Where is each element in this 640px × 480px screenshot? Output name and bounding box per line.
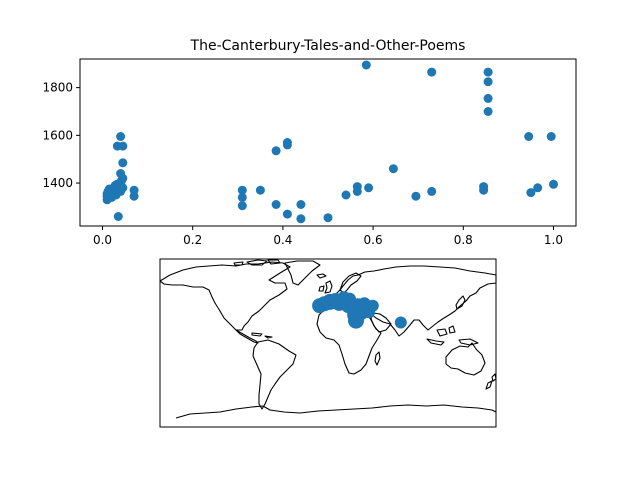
scatter-point-53 — [483, 107, 493, 116]
coastline-antarctica — [175, 404, 497, 419]
coastline-caribbean — [251, 332, 273, 339]
scatter-point-57 — [546, 132, 556, 141]
scatter-point-45 — [411, 191, 421, 201]
scatter-point-35 — [282, 209, 292, 219]
coastline-southeast-asia-islands — [426, 325, 479, 346]
scatter-point-30 — [255, 185, 265, 195]
coastline-madagascar — [374, 351, 381, 366]
scatter-point-27 — [237, 185, 247, 195]
scatter-point-56 — [533, 183, 543, 193]
scatter-point-39 — [341, 190, 351, 200]
scatter-point-41 — [352, 186, 362, 196]
scatter-point-24 — [118, 173, 128, 183]
scatter-point-22 — [118, 141, 128, 151]
scatter-point-38 — [323, 213, 333, 223]
scatter-point-36 — [296, 200, 306, 209]
world-map — [159, 259, 497, 419]
coastline-australia — [445, 342, 486, 376]
scatter-point-34 — [282, 138, 292, 147]
y-axis: 1400 1600 1800 — [42, 81, 80, 190]
coastline-greenland — [284, 260, 321, 286]
map-points — [312, 291, 407, 329]
coastline-iceland — [316, 273, 327, 279]
scatter-points — [102, 60, 558, 224]
x-tick-label-5: 1.0 — [544, 233, 563, 247]
map-frame — [159, 258, 497, 428]
coastline-north-america — [159, 261, 291, 331]
scatter-point-52 — [483, 93, 493, 103]
scatter-point-50 — [483, 67, 493, 77]
chart-title: The-Canterbury-Tales-and-Other-Poems — [190, 38, 466, 54]
scatter-point-13 — [113, 212, 123, 221]
coastline-arctic-islands — [233, 259, 281, 266]
scatter-point-43 — [364, 183, 374, 193]
scatter-point-49 — [479, 185, 489, 195]
scatter-point-28 — [237, 192, 247, 202]
scatter-axes-frame — [79, 58, 577, 227]
x-tick-label-3: 0.6 — [364, 233, 383, 247]
y-tick-label-1: 1600 — [42, 128, 73, 142]
x-axis: 0.0 0.2 0.4 0.6 0.8 1.0 — [93, 226, 563, 247]
scatter-point-42 — [361, 60, 371, 70]
map-point-15 — [366, 299, 379, 312]
x-tick-label-0: 0.0 — [93, 233, 112, 247]
scatter-point-37 — [296, 214, 306, 224]
map-point-16 — [348, 312, 364, 329]
scatter-point-32 — [271, 200, 281, 209]
coastline-british-isles — [318, 280, 333, 294]
y-tick-label-0: 1400 — [42, 176, 73, 190]
coastline-japan — [455, 295, 466, 310]
x-tick-label-4: 0.8 — [454, 233, 473, 247]
scatter-point-31 — [271, 146, 281, 156]
scatter-point-51 — [483, 77, 493, 87]
scatter-point-47 — [427, 186, 437, 196]
x-tick-label-1: 0.2 — [183, 233, 202, 247]
scatter-point-54 — [524, 132, 534, 141]
scatter-point-55 — [526, 188, 536, 198]
scatter-point-19 — [116, 132, 126, 141]
scatter-point-26 — [129, 191, 139, 201]
x-tick-label-2: 0.4 — [273, 233, 292, 247]
scatter-point-44 — [388, 164, 398, 174]
y-tick-label-2: 1800 — [42, 81, 73, 95]
scatter-point-29 — [237, 201, 247, 211]
scatter-point-21 — [118, 183, 128, 193]
coastline-south-america — [252, 339, 297, 410]
map-point-17 — [394, 316, 407, 329]
scatter-point-58 — [549, 179, 558, 189]
scatter-point-46 — [427, 67, 437, 77]
scatter-point-23 — [118, 158, 128, 168]
coastline-central-america — [235, 329, 259, 344]
